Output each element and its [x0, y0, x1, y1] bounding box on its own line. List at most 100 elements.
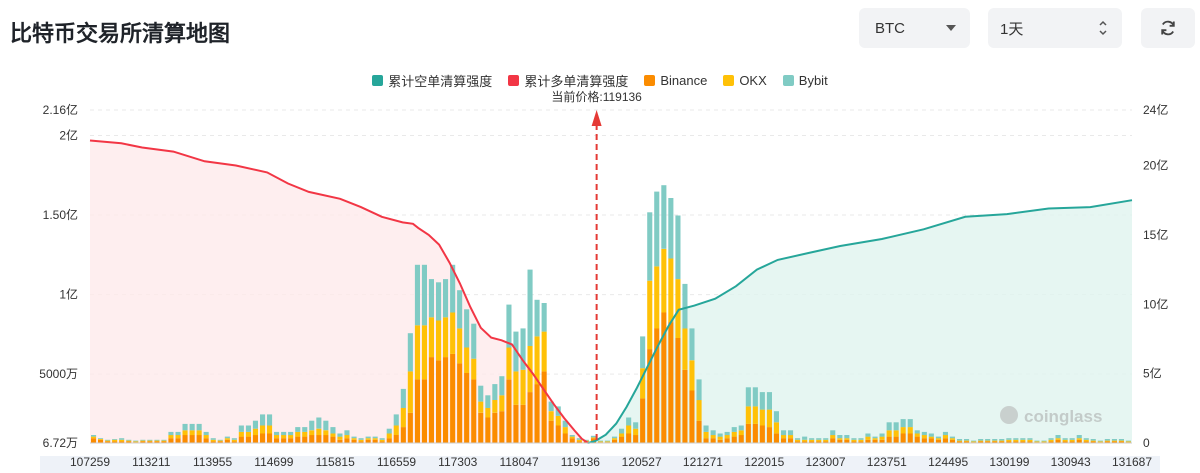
legend-item-bybit[interactable]: Bybit [782, 71, 828, 90]
bar-binance [900, 433, 906, 443]
bar-bybit [288, 431, 294, 436]
x-tick-label: 121271 [683, 455, 723, 469]
bar-binance [436, 360, 442, 443]
bar-okx [569, 436, 575, 439]
x-tick-label: 120527 [622, 455, 662, 469]
bar-okx [428, 317, 434, 358]
bar-okx [802, 439, 808, 442]
bar-bybit [837, 435, 843, 439]
bar-okx [640, 368, 646, 399]
bar-okx [893, 430, 899, 437]
bar-okx [935, 438, 941, 440]
bar-bybit [492, 384, 498, 400]
refresh-button[interactable] [1141, 8, 1195, 48]
bar-bybit [914, 430, 920, 434]
legend-label: Binance [660, 73, 708, 88]
bar-okx [274, 435, 280, 439]
bar-bybit [1027, 438, 1033, 440]
bar-bybit [569, 435, 575, 437]
bar-bybit [731, 427, 737, 432]
bar-binance [217, 441, 223, 443]
bar-bybit [1034, 440, 1040, 442]
bar-bybit [189, 423, 195, 431]
bar-bybit [971, 440, 977, 442]
bar-bybit [654, 191, 660, 267]
bar-okx [238, 431, 244, 437]
range-select[interactable]: 1天 [988, 8, 1122, 48]
bar-okx [921, 435, 927, 439]
bar-bybit [583, 439, 589, 441]
bar-okx [865, 436, 871, 440]
bar-binance [640, 398, 646, 443]
cum-long-area [90, 140, 589, 443]
bar-bybit [281, 431, 287, 436]
bar-binance [576, 441, 582, 443]
bar-binance [626, 433, 632, 443]
bar-bybit [851, 438, 857, 440]
bar-binance [91, 438, 97, 443]
bar-okx [661, 248, 667, 313]
bar-bybit [626, 417, 632, 426]
bar-binance [168, 438, 174, 443]
x-tick-label: 113211 [132, 455, 171, 469]
symbol-select[interactable]: BTC [859, 8, 970, 48]
bar-bybit [91, 435, 97, 437]
bar-bybit [154, 439, 160, 441]
bar-binance [816, 441, 822, 443]
bar-okx [1090, 440, 1096, 442]
legend-item-okx[interactable]: OKX [723, 71, 767, 90]
bar-okx [1104, 440, 1110, 442]
bar-bybit [745, 387, 751, 407]
bar-bybit [604, 440, 610, 442]
bar-okx [1027, 439, 1033, 442]
bar-binance [999, 441, 1005, 443]
bar-binance [844, 439, 850, 443]
bar-okx [1076, 438, 1082, 440]
bar-okx [703, 431, 709, 439]
bar-binance [393, 435, 399, 443]
legend-item-binance[interactable]: Binance [644, 71, 707, 90]
bar-binance [548, 420, 554, 443]
bar-bybit [267, 414, 273, 426]
grid-lines [90, 109, 1132, 375]
bar-binance [407, 412, 413, 443]
bar-bybit [400, 388, 406, 408]
bar-bybit [443, 279, 449, 318]
bar-binance [907, 433, 913, 443]
bar-bybit [210, 438, 216, 440]
bar-bybit [710, 430, 716, 436]
bar-bybit [182, 423, 188, 431]
bar-binance [823, 441, 829, 443]
cum-short-line [587, 199, 1133, 444]
bar-okx [281, 435, 287, 439]
bar-bybit [1013, 438, 1019, 440]
bar-okx [816, 439, 822, 442]
bar-okx [330, 433, 336, 437]
bar-binance [534, 384, 540, 443]
bar-bybit [619, 428, 625, 434]
legend-item-long[interactable]: 累计多单清算强度 [508, 71, 628, 90]
bar-okx [471, 358, 477, 380]
bar-bybit [506, 304, 512, 348]
bar-okx [105, 440, 111, 442]
bar-binance [379, 441, 385, 443]
bar-okx [379, 439, 385, 442]
bar-binance [478, 412, 484, 443]
bar-okx [386, 433, 392, 439]
bar-binance [245, 436, 251, 443]
bar-okx [231, 439, 237, 442]
bar-bybit [1076, 435, 1082, 439]
bar-okx [1083, 439, 1089, 442]
bar-binance [661, 312, 667, 443]
bar-okx [436, 320, 442, 361]
legend-item-short[interactable]: 累计空单清算强度 [372, 71, 492, 90]
bar-bybit [752, 387, 758, 407]
bar-okx [196, 430, 202, 436]
bar-binance [921, 438, 927, 443]
bar-binance [464, 373, 470, 443]
bar-bybit [323, 420, 329, 431]
bar-binance [344, 438, 350, 443]
bar-okx [337, 436, 343, 440]
bar-bybit [98, 438, 104, 439]
bar-bybit [309, 420, 315, 431]
